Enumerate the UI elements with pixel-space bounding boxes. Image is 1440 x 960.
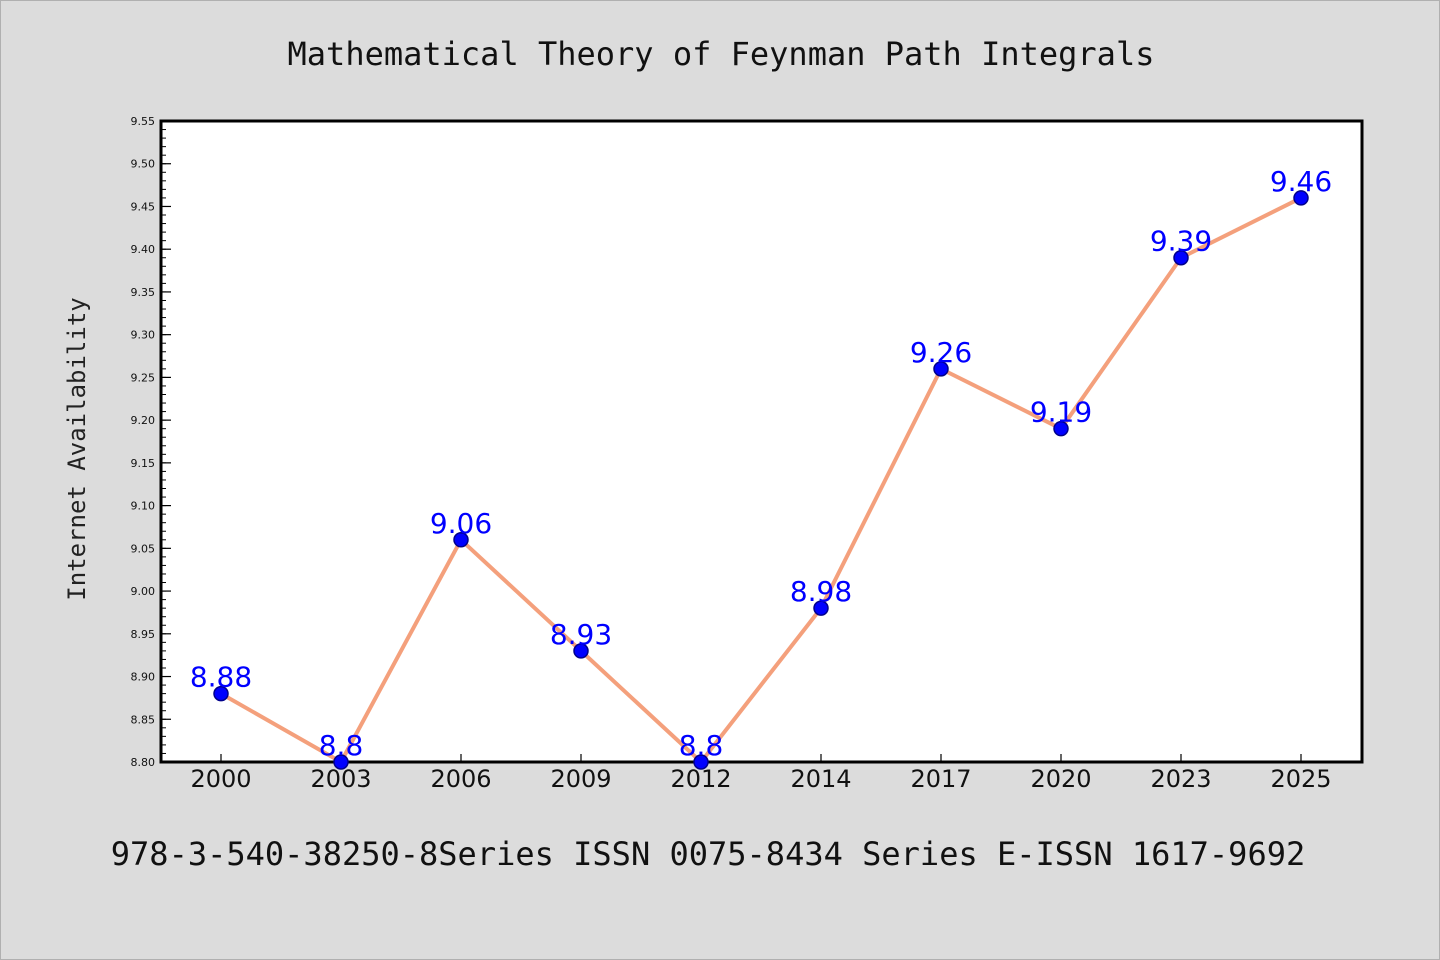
data-label: 8.8 xyxy=(679,729,724,762)
y-tick-label: 9.25 xyxy=(131,371,156,384)
y-tick-label: 9.00 xyxy=(131,585,156,598)
y-tick-label: 8.85 xyxy=(131,713,156,726)
y-tick-label: 8.80 xyxy=(131,756,156,769)
data-point-marker xyxy=(813,600,829,616)
x-tick-label: 2006 xyxy=(430,765,491,793)
x-tick-label: 2014 xyxy=(790,765,851,793)
x-tick-label: 2017 xyxy=(910,765,971,793)
y-tick-label: 8.90 xyxy=(131,671,156,684)
data-label: 9.39 xyxy=(1150,225,1212,258)
y-tick-label: 9.10 xyxy=(131,500,156,513)
y-tick-label: 9.45 xyxy=(131,200,156,213)
y-tick-label: 9.30 xyxy=(131,329,156,342)
y-tick-label: 9.40 xyxy=(131,243,156,256)
x-axis: 2000 2003 2006 2009 2012 2014 2017 2020 2023 2025 xyxy=(190,754,1332,793)
data-point-marker xyxy=(453,532,469,548)
data-points xyxy=(213,190,1309,770)
y-tick-label: 9.50 xyxy=(131,158,156,171)
data-label: 9.46 xyxy=(1270,165,1332,198)
data-label: 8.88 xyxy=(190,661,252,694)
data-point-marker xyxy=(213,685,229,702)
y-axis: 8.80 8.85 8.90 8.95 9.00 9.05 9.10 9.15 9.20 9.25… xyxy=(131,115,171,769)
data-label: 8.98 xyxy=(790,575,852,608)
x-tick-label: 2020 xyxy=(1030,765,1091,793)
data-point-marker xyxy=(333,754,349,770)
y-tick-label: 9.15 xyxy=(131,457,156,470)
data-label: 8.8 xyxy=(319,729,364,762)
data-point-marker xyxy=(573,643,589,659)
data-label: 9.26 xyxy=(910,336,972,369)
y-tick-label: 9.55 xyxy=(131,115,156,128)
y-tick-label: 9.05 xyxy=(131,542,156,555)
footer-series-issn: 978-3-540-38250-8Series ISSN 0075-8434 S… xyxy=(111,835,1305,873)
data-point-marker xyxy=(933,361,949,377)
data-label: 8.93 xyxy=(550,618,612,651)
data-point-marker xyxy=(1173,249,1189,266)
x-tick-label: 2023 xyxy=(1150,765,1211,793)
data-point-marker xyxy=(1293,190,1309,206)
chart-title: Mathematical Theory of Feynman Path Inte… xyxy=(288,35,1155,73)
y-axis-label: Internet Availability xyxy=(63,297,91,600)
data-label: 9.19 xyxy=(1030,396,1092,429)
plot-area xyxy=(159,119,1364,764)
x-tick-label: 2009 xyxy=(550,765,611,793)
y-tick-label: 8.95 xyxy=(131,628,156,641)
y-tick-label: 9.20 xyxy=(131,414,156,427)
data-point-marker xyxy=(693,754,709,770)
x-tick-label: 2025 xyxy=(1270,765,1331,793)
series-line xyxy=(219,195,1303,764)
series-line-layer xyxy=(219,195,1303,764)
y-tick-label: 9.35 xyxy=(131,286,156,299)
x-tick-label: 2000 xyxy=(190,765,251,793)
data-label: 9.06 xyxy=(430,507,492,540)
data-point-marker xyxy=(1053,420,1069,437)
data-labels: 8.88 8.8 9.06 8.93 8.8 8.98 9.26 9.19 9.39 9.46 xyxy=(190,165,1332,762)
